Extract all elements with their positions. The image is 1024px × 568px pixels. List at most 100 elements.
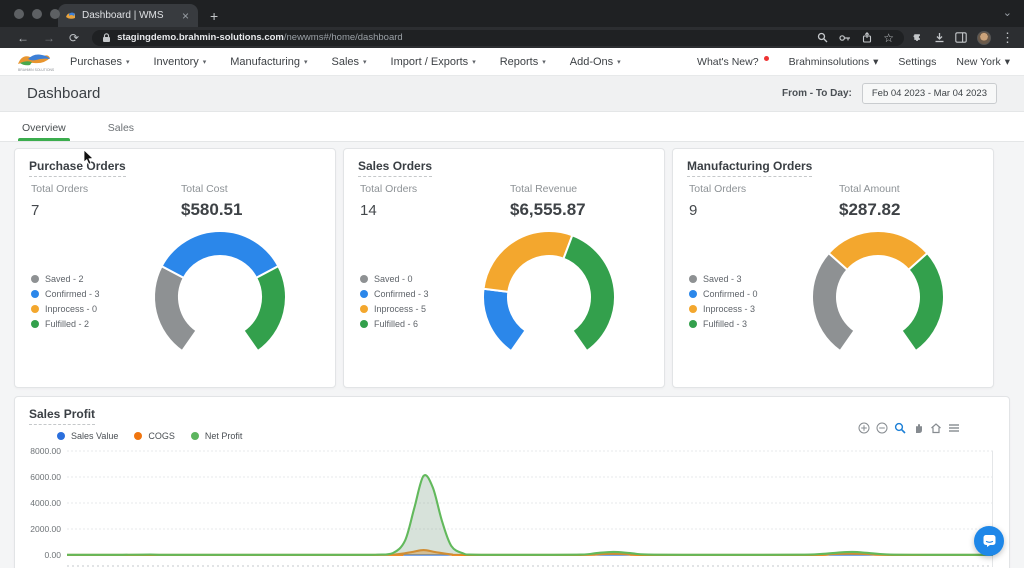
manufacturing-orders-card: Manufacturing Orders Total Orders 9 Tota… [672,148,994,388]
donut-segment-confirmed[interactable] [482,287,527,353]
donut-segment-saved[interactable] [153,264,198,353]
legend-item[interactable]: Saved - 0 [360,271,429,286]
browser-profile-avatar[interactable] [977,30,991,45]
metric-label: Total Amount [839,183,900,195]
reload-icon[interactable]: ⟳ [69,30,80,45]
legend-item[interactable]: Net Profit [190,428,242,443]
chat-widget-button[interactable] [974,526,1004,556]
settings-link[interactable]: Settings [898,55,937,68]
pan-icon[interactable] [911,421,925,435]
series-line-cogs[interactable] [67,549,993,557]
account-menu[interactable]: Brahminsolutions ▾ [788,55,879,68]
donut-segment-inprocess[interactable] [482,230,574,294]
browser-menu-icon[interactable]: ⋮ [1001,30,1014,45]
date-range-picker[interactable]: Feb 04 2023 - Mar 04 2023 [861,83,997,104]
legend-item[interactable]: Confirmed - 0 [689,286,758,301]
sales-profit-line-chart[interactable]: 8000.00 6000.00 4000.00 2000.00 0.00 [15,441,1009,568]
browser-tab-strip: Dashboard | WMS × + ⌄ [0,0,1024,27]
brahmin-solutions-logo[interactable]: BRAHMIN SOLUTIONS [14,50,54,74]
legend-item[interactable]: COGS [134,428,175,443]
series-line-net-profit[interactable] [67,474,993,556]
chat-icon [983,535,995,547]
tab-overflow-chevron-icon[interactable]: ⌄ [1002,7,1012,19]
nav-menu-reports[interactable]: Reports ▾ [499,55,546,68]
metric-value: $580.51 [181,200,243,219]
nav-menu-manufacturing[interactable]: Manufacturing ▾ [230,55,308,68]
zoom-out-icon[interactable] [875,421,889,435]
side-panel-icon[interactable] [955,32,967,43]
menu-icon[interactable] [947,421,961,435]
sales-profit-card: Sales Profit Sales Value COGS Net Profit 8… [14,396,1010,568]
box-zoom-icon[interactable] [893,421,907,435]
nav-menu-add-ons[interactable]: Add-Ons ▾ [569,55,621,68]
y-axis-tick-label: 8000.00 [30,446,61,456]
forward-icon[interactable]: → [43,30,55,45]
dashboard-content: Purchase Orders Total Orders 7 Total Cos… [0,142,1024,568]
url-path: /newwms#/home/dashboard [283,32,403,43]
tab-close-icon[interactable]: × [181,8,189,23]
legend-item[interactable]: Fulfilled - 3 [689,316,758,331]
chevron-down-icon: ▾ [617,58,621,66]
password-key-icon[interactable] [839,33,851,43]
y-axis-tick-label: 6000.00 [30,472,61,482]
y-axis-tick-label: 2000.00 [30,524,61,534]
window-maximize-button[interactable] [50,9,60,19]
legend-item[interactable]: Inprocess - 5 [360,301,429,316]
chevron-down-icon: ▾ [363,58,367,66]
window-close-button[interactable] [14,9,24,19]
bookmark-star-icon[interactable]: ☆ [883,30,894,45]
nav-menu-inventory[interactable]: Inventory ▾ [153,55,207,68]
app-navbar: BRAHMIN SOLUTIONS Purchases ▾ Inventory ▾ Ma… [0,48,1024,76]
donut-segment-fulfilled[interactable] [242,264,287,353]
browser-tab[interactable]: Dashboard | WMS × [58,4,198,27]
donut-segment-confirmed[interactable] [160,230,280,280]
legend-item[interactable]: Confirmed - 3 [360,286,429,301]
location-menu[interactable]: New York ▾ [956,55,1010,68]
whats-new-link[interactable]: What's New? [697,56,769,68]
search-icon[interactable] [817,32,828,43]
new-tab-button[interactable]: + [210,8,219,24]
window-controls[interactable] [14,9,60,19]
legend-item[interactable]: Fulfilled - 2 [31,316,100,331]
metric-value: 9 [689,202,698,219]
manufacturing-orders-donut-chart [788,222,968,372]
legend-item[interactable]: Saved - 3 [689,271,758,286]
donut-segment-inprocess[interactable] [827,230,929,272]
nav-menu-sales[interactable]: Sales ▾ [331,55,367,68]
nav-menu-import-exports[interactable]: Import / Exports ▾ [390,55,476,68]
browser-toolbar: ← → ⟳ stagingdemo.brahmin-solutions.com … [0,27,1024,48]
donut-segment-fulfilled[interactable] [900,251,945,353]
legend-item[interactable]: Confirmed - 3 [31,286,100,301]
y-axis-tick-label: 4000.00 [30,498,61,508]
legend-item[interactable]: Sales Value [57,428,118,443]
address-bar[interactable]: stagingdemo.brahmin-solutions.com /newwm… [92,29,904,46]
tab-overview[interactable]: Overview [18,112,70,141]
card-title[interactable]: Manufacturing Orders [687,159,813,177]
metric-label: Total Cost [181,183,228,195]
zoom-in-icon[interactable] [857,421,871,435]
back-icon[interactable]: ← [17,30,29,45]
reset-axes-home-icon[interactable] [929,421,943,435]
card-title[interactable]: Purchase Orders [29,159,126,177]
legend-item[interactable]: Saved - 2 [31,271,100,286]
legend-item[interactable]: Fulfilled - 6 [360,316,429,331]
metric-value: $287.82 [839,200,901,219]
donut-segment-fulfilled[interactable] [562,233,616,353]
window-minimize-button[interactable] [32,9,42,19]
tab-sales[interactable]: Sales [107,122,135,134]
legend-item[interactable]: Inprocess - 0 [31,301,100,316]
card-title[interactable]: Sales Orders [358,159,433,177]
chevron-down-icon: ▾ [1004,55,1010,68]
share-icon[interactable] [862,32,872,43]
lock-icon [103,32,111,42]
card-title[interactable]: Sales Profit [29,407,96,425]
purchase-orders-donut-chart [130,222,310,372]
download-icon[interactable] [934,32,945,43]
chevron-down-icon: ▾ [202,58,207,66]
legend-dot-icon [31,319,39,328]
tab-title: Dashboard | WMS [82,10,164,21]
extensions-icon[interactable] [912,32,924,44]
sales-orders-donut-chart [459,222,639,372]
legend-item[interactable]: Inprocess - 3 [689,301,758,316]
nav-menu-purchases[interactable]: Purchases ▾ [70,55,130,68]
